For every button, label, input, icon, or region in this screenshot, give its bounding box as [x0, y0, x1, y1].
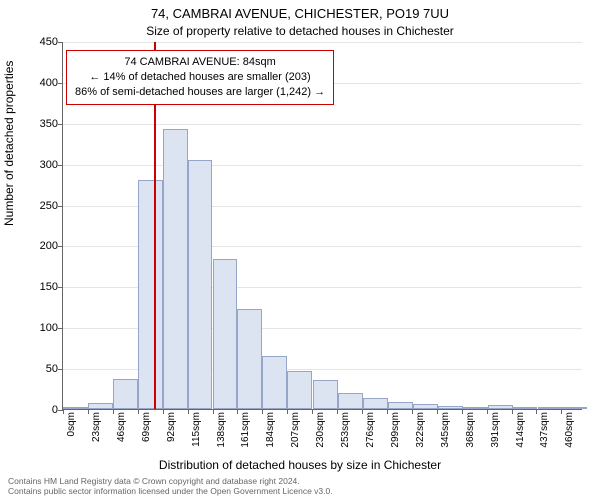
histogram-bar — [438, 406, 463, 409]
y-tick-label: 50 — [18, 363, 58, 375]
x-tick-label: 0sqm — [66, 412, 77, 472]
x-tick-mark — [237, 409, 238, 414]
y-axis-title: Number of detached properties — [2, 61, 16, 226]
y-tick-label: 0 — [18, 404, 58, 416]
histogram-bar — [338, 393, 363, 409]
x-tick-mark — [213, 409, 214, 414]
x-tick-label: 138sqm — [216, 412, 227, 472]
histogram-bar — [213, 259, 238, 409]
histogram-bar — [363, 398, 388, 409]
annotation-line3: 86% of semi-detached houses are larger (… — [75, 85, 325, 100]
x-tick-label: 184sqm — [265, 412, 276, 472]
x-tick-label: 230sqm — [315, 412, 326, 472]
annotation-line1: 74 CAMBRAI AVENUE: 84sqm — [75, 55, 325, 70]
x-tick-label: 276sqm — [365, 412, 376, 472]
annotation-box: 74 CAMBRAI AVENUE: 84sqm ← 14% of detach… — [66, 50, 334, 105]
histogram-bar — [88, 403, 113, 409]
y-tick-mark — [58, 246, 63, 247]
x-tick-mark — [387, 409, 388, 414]
y-tick-label: 100 — [18, 322, 58, 334]
x-tick-label: 92sqm — [166, 412, 177, 472]
y-tick-label: 450 — [18, 36, 58, 48]
x-tick-label: 207sqm — [290, 412, 301, 472]
x-tick-label: 368sqm — [465, 412, 476, 472]
x-tick-mark — [262, 409, 263, 414]
x-tick-mark — [188, 409, 189, 414]
x-tick-mark — [512, 409, 513, 414]
x-tick-mark — [412, 409, 413, 414]
x-tick-label: 253sqm — [340, 412, 351, 472]
x-tick-label: 322sqm — [415, 412, 426, 472]
histogram-bar — [538, 407, 563, 409]
x-tick-mark — [437, 409, 438, 414]
chart-title: 74, CAMBRAI AVENUE, CHICHESTER, PO19 7UU — [0, 6, 600, 21]
x-tick-mark — [561, 409, 562, 414]
y-tick-mark — [58, 42, 63, 43]
x-tick-label: 414sqm — [515, 412, 526, 472]
histogram-bar — [388, 402, 413, 409]
histogram-bar — [138, 180, 163, 409]
x-tick-mark — [163, 409, 164, 414]
chart-subtitle: Size of property relative to detached ho… — [0, 24, 600, 38]
y-tick-label: 200 — [18, 240, 58, 252]
histogram-bar — [188, 160, 213, 409]
y-tick-mark — [58, 287, 63, 288]
x-tick-label: 161sqm — [240, 412, 251, 472]
annotation-line2: ← 14% of detached houses are smaller (20… — [75, 70, 325, 85]
histogram-bar — [488, 405, 513, 409]
x-tick-label: 23sqm — [91, 412, 102, 472]
x-tick-mark — [362, 409, 363, 414]
histogram-bar — [513, 407, 538, 409]
x-tick-label: 391sqm — [490, 412, 501, 472]
histogram-bar — [313, 380, 338, 409]
x-tick-mark — [113, 409, 114, 414]
x-tick-label: 115sqm — [191, 412, 202, 472]
x-tick-label: 69sqm — [141, 412, 152, 472]
histogram-bar — [262, 356, 287, 409]
histogram-bar — [463, 407, 488, 409]
histogram-bar — [113, 379, 138, 409]
y-tick-mark — [58, 165, 63, 166]
y-tick-mark — [58, 206, 63, 207]
x-tick-label: 345sqm — [440, 412, 451, 472]
chart-container: 74, CAMBRAI AVENUE, CHICHESTER, PO19 7UU… — [0, 0, 600, 500]
histogram-bar — [562, 407, 587, 409]
footer-line1: Contains HM Land Registry data © Crown c… — [8, 476, 333, 486]
x-tick-mark — [462, 409, 463, 414]
histogram-bar — [287, 371, 312, 409]
y-tick-label: 300 — [18, 159, 58, 171]
y-tick-mark — [58, 124, 63, 125]
y-tick-label: 400 — [18, 77, 58, 89]
gridline — [63, 124, 582, 125]
x-tick-mark — [487, 409, 488, 414]
x-tick-mark — [138, 409, 139, 414]
y-tick-mark — [58, 83, 63, 84]
histogram-bar — [163, 129, 188, 409]
histogram-bar — [413, 404, 438, 409]
x-tick-label: 460sqm — [564, 412, 575, 472]
x-tick-mark — [312, 409, 313, 414]
x-tick-mark — [536, 409, 537, 414]
x-tick-mark — [63, 409, 64, 414]
gridline — [63, 165, 582, 166]
x-tick-label: 437sqm — [539, 412, 550, 472]
histogram-bar — [63, 407, 88, 409]
y-tick-label: 350 — [18, 118, 58, 130]
x-tick-label: 46sqm — [116, 412, 127, 472]
footer-line2: Contains public sector information licen… — [8, 486, 333, 496]
y-tick-label: 150 — [18, 281, 58, 293]
x-tick-mark — [88, 409, 89, 414]
y-tick-mark — [58, 369, 63, 370]
histogram-bar — [237, 309, 262, 409]
y-tick-mark — [58, 328, 63, 329]
y-tick-label: 250 — [18, 200, 58, 212]
footer: Contains HM Land Registry data © Crown c… — [8, 476, 333, 496]
x-tick-label: 299sqm — [390, 412, 401, 472]
x-tick-mark — [287, 409, 288, 414]
gridline — [63, 42, 582, 43]
x-tick-mark — [337, 409, 338, 414]
